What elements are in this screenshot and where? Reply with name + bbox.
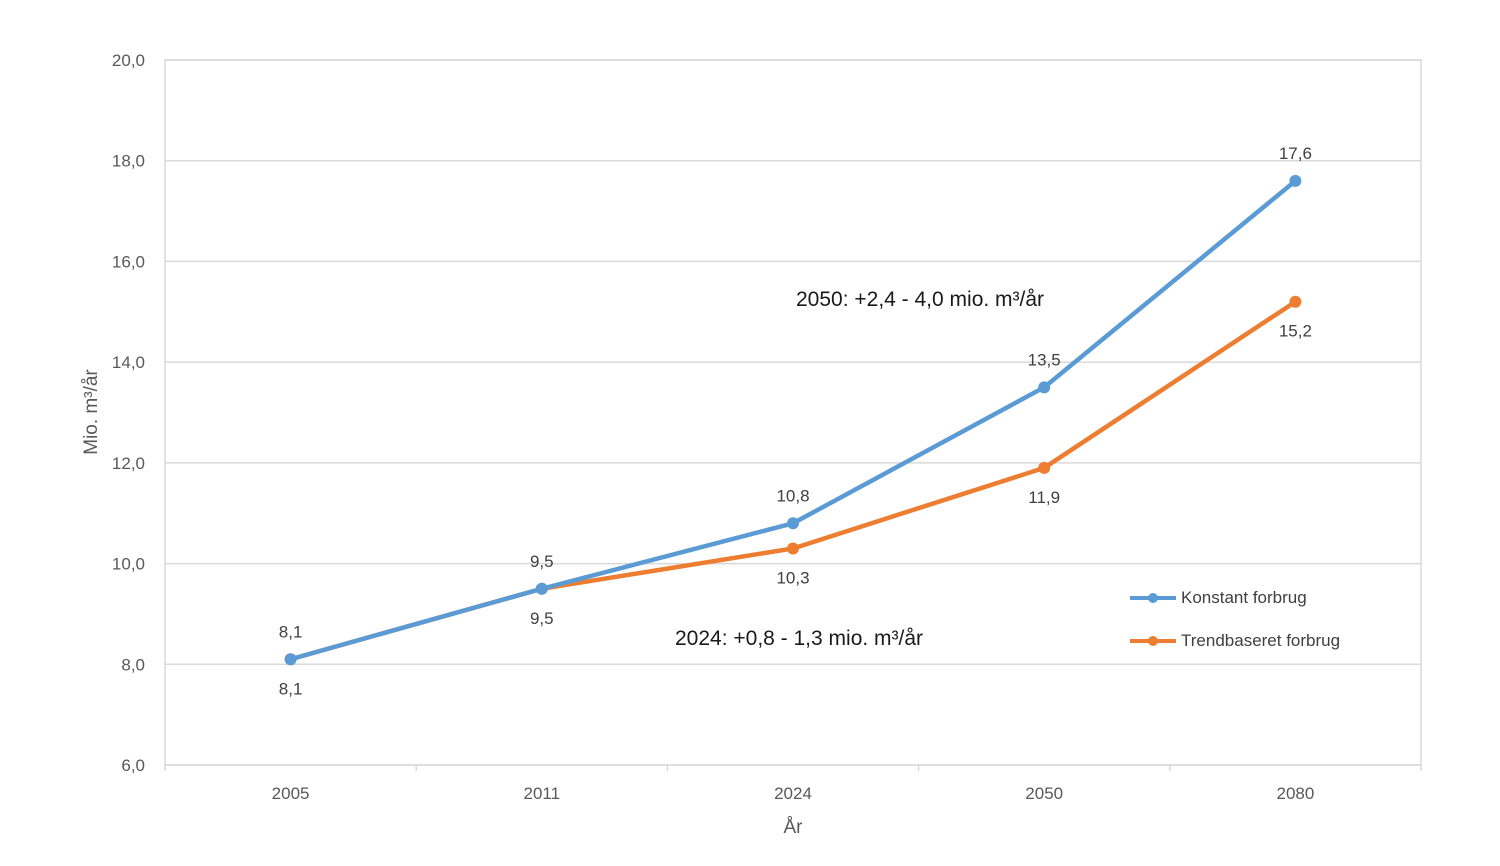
data-label-trendbaseret-forbrug: 10,3 [776, 568, 809, 587]
legend-item-konstant: Konstant forbrug [1130, 588, 1307, 607]
x-tick-label: 2050 [1025, 784, 1063, 803]
data-point-konstant-forbrug [1289, 174, 1302, 187]
y-axis-ticks: 6,0 8,0 10,0 12,0 14,0 16,0 18,0 20,0 [112, 51, 145, 775]
y-tick-label: 8,0 [121, 655, 145, 674]
data-point-trendbaseret-forbrug [1289, 295, 1302, 308]
series-line-konstant-forbrug [288, 178, 1298, 662]
legend-marker-trendbaseret [1148, 636, 1158, 646]
y-axis-title: Mio. m³/år [81, 369, 102, 455]
x-tick-label: 2024 [774, 784, 812, 803]
legend: Konstant forbrug Trendbaseret forbrug [1130, 588, 1340, 650]
y-tick-label: 16,0 [112, 252, 145, 271]
plot-area-frame [164, 59, 1422, 766]
data-point-konstant-forbrug [284, 653, 297, 666]
y-tick-label: 14,0 [112, 353, 145, 372]
y-tick-label: 12,0 [112, 454, 145, 473]
data-label-konstant-forbrug: 9,5 [530, 552, 554, 571]
data-label-konstant-forbrug: 10,8 [776, 486, 809, 505]
x-axis-title: År [784, 817, 804, 838]
data-label-konstant-forbrug: 13,5 [1028, 350, 1061, 369]
data-label-konstant-forbrug: 8,1 [279, 622, 303, 641]
x-axis-ticks: 2005 2011 2024 2050 2080 [164, 765, 1422, 803]
series-line-trendbaseret-forbrug [288, 299, 1298, 662]
data-label-trendbaseret-forbrug: 8,1 [279, 679, 303, 698]
data-point-konstant-forbrug [787, 517, 799, 530]
annotation-2024: 2024: +0,8 - 1,3 mio. m³/år [675, 627, 923, 650]
data-label-trendbaseret-forbrug: 11,9 [1028, 488, 1060, 507]
y-tick-label: 6,0 [121, 756, 145, 775]
legend-label-trendbaseret: Trendbaseret forbrug [1181, 631, 1340, 650]
legend-item-trendbaseret: Trendbaseret forbrug [1130, 631, 1340, 650]
data-point-konstant-forbrug [535, 582, 548, 595]
data-label-konstant-forbrug: 17,6 [1279, 144, 1312, 163]
x-tick-label: 2005 [272, 784, 310, 803]
y-tick-label: 10,0 [112, 555, 145, 574]
y-tick-label: 20,0 [112, 51, 145, 70]
annotation-2050: 2050: +2,4 - 4,0 mio. m³/år [796, 288, 1044, 311]
x-tick-label: 2011 [524, 784, 561, 803]
legend-marker-konstant [1148, 593, 1158, 603]
x-tick-label: 2080 [1276, 784, 1314, 803]
legend-label-konstant: Konstant forbrug [1181, 588, 1307, 607]
data-labels: 8,1 9,5 10,8 13,5 17,6 8,1 9,5 10,3 11,9 15,2 [279, 144, 1312, 698]
data-point-trendbaseret-forbrug [1038, 461, 1051, 474]
data-point-trendbaseret-forbrug [787, 542, 799, 555]
series-layer [284, 174, 1302, 666]
data-point-konstant-forbrug [1038, 381, 1051, 394]
gridlines [165, 59, 1421, 766]
y-tick-label: 18,0 [112, 152, 145, 171]
data-label-trendbaseret-forbrug: 15,2 [1279, 322, 1312, 341]
data-label-trendbaseret-forbrug: 9,5 [530, 609, 554, 628]
